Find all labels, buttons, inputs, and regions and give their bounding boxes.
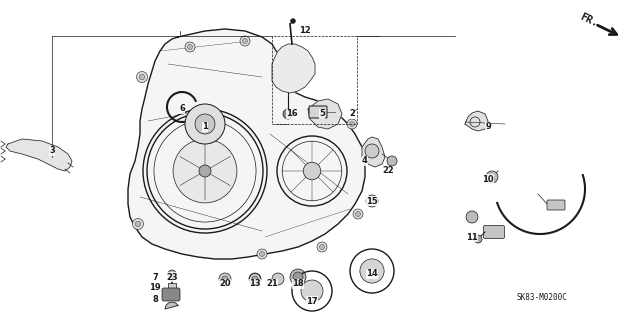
Polygon shape: [128, 29, 365, 259]
Circle shape: [466, 211, 478, 223]
Polygon shape: [165, 302, 178, 309]
Circle shape: [199, 165, 211, 177]
Polygon shape: [308, 99, 342, 129]
Circle shape: [360, 259, 384, 283]
Text: SK83-M0200C: SK83-M0200C: [516, 293, 568, 301]
Circle shape: [140, 74, 145, 80]
Text: 18: 18: [292, 279, 304, 288]
Circle shape: [135, 221, 141, 227]
Text: 13: 13: [249, 279, 261, 288]
Circle shape: [303, 162, 321, 180]
Circle shape: [293, 272, 303, 282]
Text: 7: 7: [152, 272, 158, 281]
Circle shape: [252, 276, 258, 282]
Circle shape: [291, 19, 296, 24]
Circle shape: [319, 244, 324, 249]
Polygon shape: [272, 44, 315, 93]
Bar: [168, 283, 176, 289]
Polygon shape: [465, 111, 488, 131]
Text: FR.: FR.: [578, 12, 599, 29]
Text: 21: 21: [266, 279, 278, 288]
Text: 19: 19: [149, 283, 161, 292]
Circle shape: [290, 269, 306, 285]
Circle shape: [219, 273, 231, 285]
FancyBboxPatch shape: [547, 200, 565, 210]
Circle shape: [283, 109, 293, 119]
Text: 12: 12: [299, 26, 311, 35]
Bar: [272, 36, 357, 124]
Circle shape: [347, 119, 357, 129]
Text: 11: 11: [466, 233, 478, 241]
Text: 3: 3: [49, 146, 55, 155]
Polygon shape: [6, 139, 72, 171]
Text: 14: 14: [366, 270, 378, 278]
FancyBboxPatch shape: [483, 226, 504, 239]
Text: 20: 20: [219, 279, 231, 288]
Circle shape: [317, 242, 327, 252]
Circle shape: [136, 71, 147, 83]
Circle shape: [365, 144, 379, 158]
Polygon shape: [362, 137, 385, 167]
Circle shape: [249, 273, 261, 285]
Circle shape: [349, 122, 355, 127]
Circle shape: [222, 276, 228, 282]
Circle shape: [240, 36, 250, 46]
Text: 4: 4: [362, 157, 368, 166]
Circle shape: [353, 209, 363, 219]
Circle shape: [195, 114, 215, 134]
Circle shape: [486, 171, 498, 183]
Text: 9: 9: [485, 122, 491, 131]
Circle shape: [168, 270, 176, 278]
Circle shape: [387, 156, 397, 166]
Circle shape: [173, 139, 237, 203]
Circle shape: [132, 219, 143, 229]
Text: 2: 2: [349, 109, 355, 118]
FancyBboxPatch shape: [162, 288, 180, 301]
Text: 10: 10: [482, 174, 494, 183]
Circle shape: [301, 280, 323, 302]
Circle shape: [185, 42, 195, 52]
Text: 23: 23: [166, 272, 178, 281]
Circle shape: [355, 211, 360, 217]
FancyBboxPatch shape: [309, 106, 327, 118]
Circle shape: [257, 249, 267, 259]
Text: 5: 5: [319, 109, 325, 118]
Text: 8: 8: [152, 294, 158, 303]
Text: 1: 1: [202, 122, 208, 131]
Text: 17: 17: [306, 296, 318, 306]
Text: 16: 16: [286, 109, 298, 118]
Circle shape: [188, 44, 193, 49]
Circle shape: [474, 235, 482, 243]
Circle shape: [272, 273, 284, 285]
Text: 6: 6: [179, 105, 185, 114]
Circle shape: [185, 104, 225, 144]
Circle shape: [243, 39, 248, 43]
Circle shape: [366, 195, 378, 207]
Circle shape: [259, 251, 264, 256]
Text: 15: 15: [366, 197, 378, 205]
Text: 22: 22: [382, 167, 394, 175]
